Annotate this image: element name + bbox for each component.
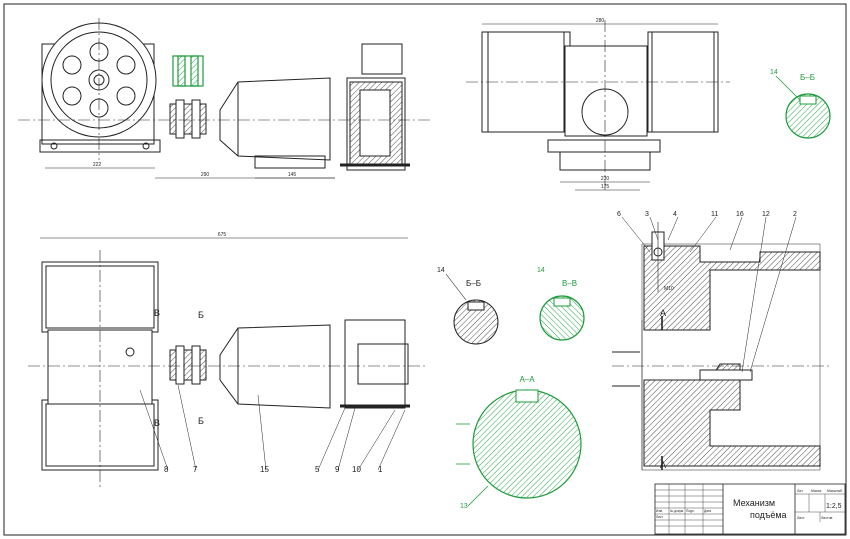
title-row-label-1: Изм.	[656, 509, 663, 513]
section-bb-mid	[445, 273, 499, 345]
detail-callout-2: 3	[645, 211, 649, 218]
plan-callout-7: 1	[378, 465, 383, 474]
front-dim-3: 145	[288, 172, 297, 178]
front-view	[18, 18, 430, 179]
detail-callout-6: 12	[762, 211, 770, 218]
section-bb-green-top	[775, 75, 831, 139]
title-scale: 1:2,5	[826, 503, 842, 510]
detail-callout-7: 2	[793, 211, 797, 218]
plan-view	[28, 237, 425, 490]
plan-section-mark-3: В	[154, 418, 160, 428]
title-sheets-label: Листов	[821, 516, 833, 520]
plan-overall-dim: 675	[218, 232, 227, 238]
plan-section-mark-2: Б	[198, 310, 204, 320]
detail-callout-4: 11	[711, 211, 718, 218]
plan-callout-4: 5	[315, 465, 320, 474]
title-block	[654, 483, 846, 535]
detail-section-a-bottom: А	[660, 460, 666, 470]
section-aa-label: А–А	[519, 375, 535, 384]
title-col-header-1: Лит.	[797, 489, 803, 493]
title-line-1: Механизм	[733, 498, 775, 508]
plan-callout-2: 7	[193, 465, 198, 474]
section-bb-mid-label: Б–Б	[466, 279, 481, 288]
sheet-frame	[3, 3, 847, 536]
plan-callout-1: 8	[164, 465, 169, 474]
section-vv-number: 14	[537, 267, 545, 274]
section-bb-mid-number: 14	[437, 267, 445, 274]
section-bb-top-number: 14	[770, 69, 778, 76]
side-dim-2: 230	[601, 176, 610, 182]
section-vv-label: В–В	[562, 279, 577, 288]
title-row-label-3: № докум.	[670, 509, 684, 513]
detail-callout-1: 6	[617, 211, 621, 218]
side-dim-1: 280	[596, 18, 605, 24]
title-row-label-2: Лист	[656, 515, 663, 519]
detail-callout-3: 4	[673, 211, 677, 218]
section-bb-top-label: Б–Б	[800, 73, 815, 82]
plan-section-mark-4: Б	[198, 416, 204, 426]
coupling-detail-green	[172, 55, 204, 87]
section-aa-green	[456, 389, 582, 507]
title-row-label-5: Дата	[704, 509, 711, 513]
title-row-label-4: Подп.	[686, 509, 695, 513]
front-dim-2: 290	[201, 172, 210, 178]
plan-callout-3: 15	[260, 465, 269, 474]
section-vv-green	[539, 295, 585, 341]
plan-section-mark-1: В	[154, 308, 160, 318]
title-col-header-2: Масса	[811, 489, 821, 493]
title-line-2: подъёма	[750, 510, 787, 520]
side-dim-3: 175	[601, 184, 610, 190]
detail-thread: M10	[664, 286, 674, 292]
plan-callout-5: 9	[335, 465, 340, 474]
side-view	[466, 20, 730, 191]
front-dim-1: 222	[93, 162, 102, 168]
section-aa-number: 13	[460, 503, 468, 510]
title-sheet-label: Лист	[797, 516, 805, 520]
detail-callout-5: 16	[736, 211, 744, 218]
plan-callout-6: 10	[352, 465, 361, 474]
detail-section-a-top: А	[660, 308, 666, 318]
detail-section	[612, 216, 830, 471]
title-col-header-3: Масштаб	[827, 489, 842, 493]
